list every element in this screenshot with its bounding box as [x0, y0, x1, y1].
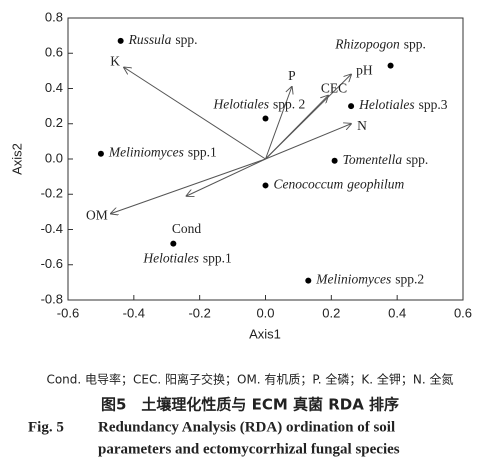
- x-tick-label: -0.6: [57, 305, 79, 320]
- x-tick-label: 0.4: [388, 305, 406, 320]
- label-part: spp.: [404, 37, 426, 52]
- point-label: Helotiales spp.3: [358, 97, 448, 112]
- y-tick-label: 0.0: [45, 150, 63, 165]
- label-part: spp. 2: [273, 97, 305, 112]
- y-tick-label: -0.6: [41, 256, 63, 271]
- point-label: Meliniomyces spp.2: [315, 272, 424, 287]
- point-label: Rhizopogon spp.: [334, 37, 426, 52]
- x-tick-label: -0.2: [188, 305, 210, 320]
- x-tick-label: 0.6: [454, 305, 472, 320]
- label-part: Cenococcum: [274, 177, 344, 192]
- arrow: [124, 67, 266, 160]
- point-label: Helotiales spp.1: [142, 251, 231, 266]
- caption-title-en: Redundancy Analysis (RDA) ordination of …: [98, 419, 395, 435]
- arrow-label: Cond: [172, 221, 202, 236]
- point-label: Helotiales spp. 2: [213, 97, 306, 112]
- arrow-label: N: [357, 118, 367, 133]
- arrow: [187, 158, 266, 196]
- point: [170, 240, 177, 247]
- arrow-label: P: [288, 68, 296, 83]
- arrow: [265, 96, 329, 160]
- caption-note: Cond. 电导率；CEC. 阳离子交换；OM. 有机质；P. 全磷；K. 全钾…: [46, 372, 453, 387]
- y-tick-label: 0.6: [45, 45, 63, 60]
- label-part: spp.1: [188, 145, 217, 160]
- label-part: Tomentella: [343, 152, 403, 167]
- label-part: spp.3: [419, 97, 448, 112]
- label-part: Helotiales: [213, 97, 270, 112]
- label-part: spp.2: [395, 272, 424, 287]
- arrow-label: CEC: [321, 81, 347, 96]
- arrow-label: OM: [86, 208, 108, 223]
- point-label: Russula spp.: [128, 32, 198, 47]
- x-axis-label: Axis1: [249, 326, 281, 341]
- y-tick-label: 0.2: [45, 115, 63, 130]
- point-label: Tomentella spp.: [343, 152, 429, 167]
- y-tick-label: -0.4: [41, 221, 63, 236]
- point: [97, 150, 104, 157]
- arrow: [265, 87, 292, 160]
- y-tick-label: 0.8: [45, 9, 63, 24]
- label-part: Russula: [128, 32, 172, 47]
- arrow-label: pH: [356, 62, 373, 77]
- point: [305, 277, 312, 284]
- arrow-label: K: [110, 53, 120, 68]
- point: [331, 157, 338, 164]
- label-part: geophilum: [347, 177, 404, 192]
- point: [348, 103, 355, 110]
- point: [387, 62, 394, 69]
- label-part: Meliniomyces: [108, 145, 184, 160]
- point: [117, 37, 124, 44]
- label-part: Meliniomyces: [315, 272, 391, 287]
- point: [262, 182, 269, 189]
- arrow: [265, 124, 352, 160]
- label-part: spp.: [406, 152, 428, 167]
- x-tick-label: 0.2: [322, 305, 340, 320]
- caption-title-en: parameters and ectomycorrhizal fungal sp…: [98, 441, 400, 457]
- arrow: [111, 158, 266, 214]
- caption-title-cn: 图5 土壤理化性质与 ECM 真菌 RDA 排序: [101, 396, 399, 414]
- label-part: Helotiales: [358, 97, 415, 112]
- label-part: spp.: [175, 32, 197, 47]
- label-part: Helotiales: [142, 251, 199, 266]
- label-part: spp.1: [203, 251, 232, 266]
- y-axis-label: Axis2: [9, 143, 24, 175]
- caption-label-en: Fig. 5: [28, 419, 64, 435]
- x-tick-label: -0.4: [123, 305, 145, 320]
- point: [262, 115, 269, 122]
- label-part: Rhizopogon: [334, 37, 400, 52]
- y-tick-label: -0.2: [41, 186, 63, 201]
- x-tick-label: 0.0: [256, 305, 274, 320]
- y-tick-label: -0.8: [41, 291, 63, 306]
- point-label: Cenococcum geophilum: [274, 177, 405, 192]
- point-label: Meliniomyces spp.1: [108, 145, 217, 160]
- y-tick-label: 0.4: [45, 80, 63, 95]
